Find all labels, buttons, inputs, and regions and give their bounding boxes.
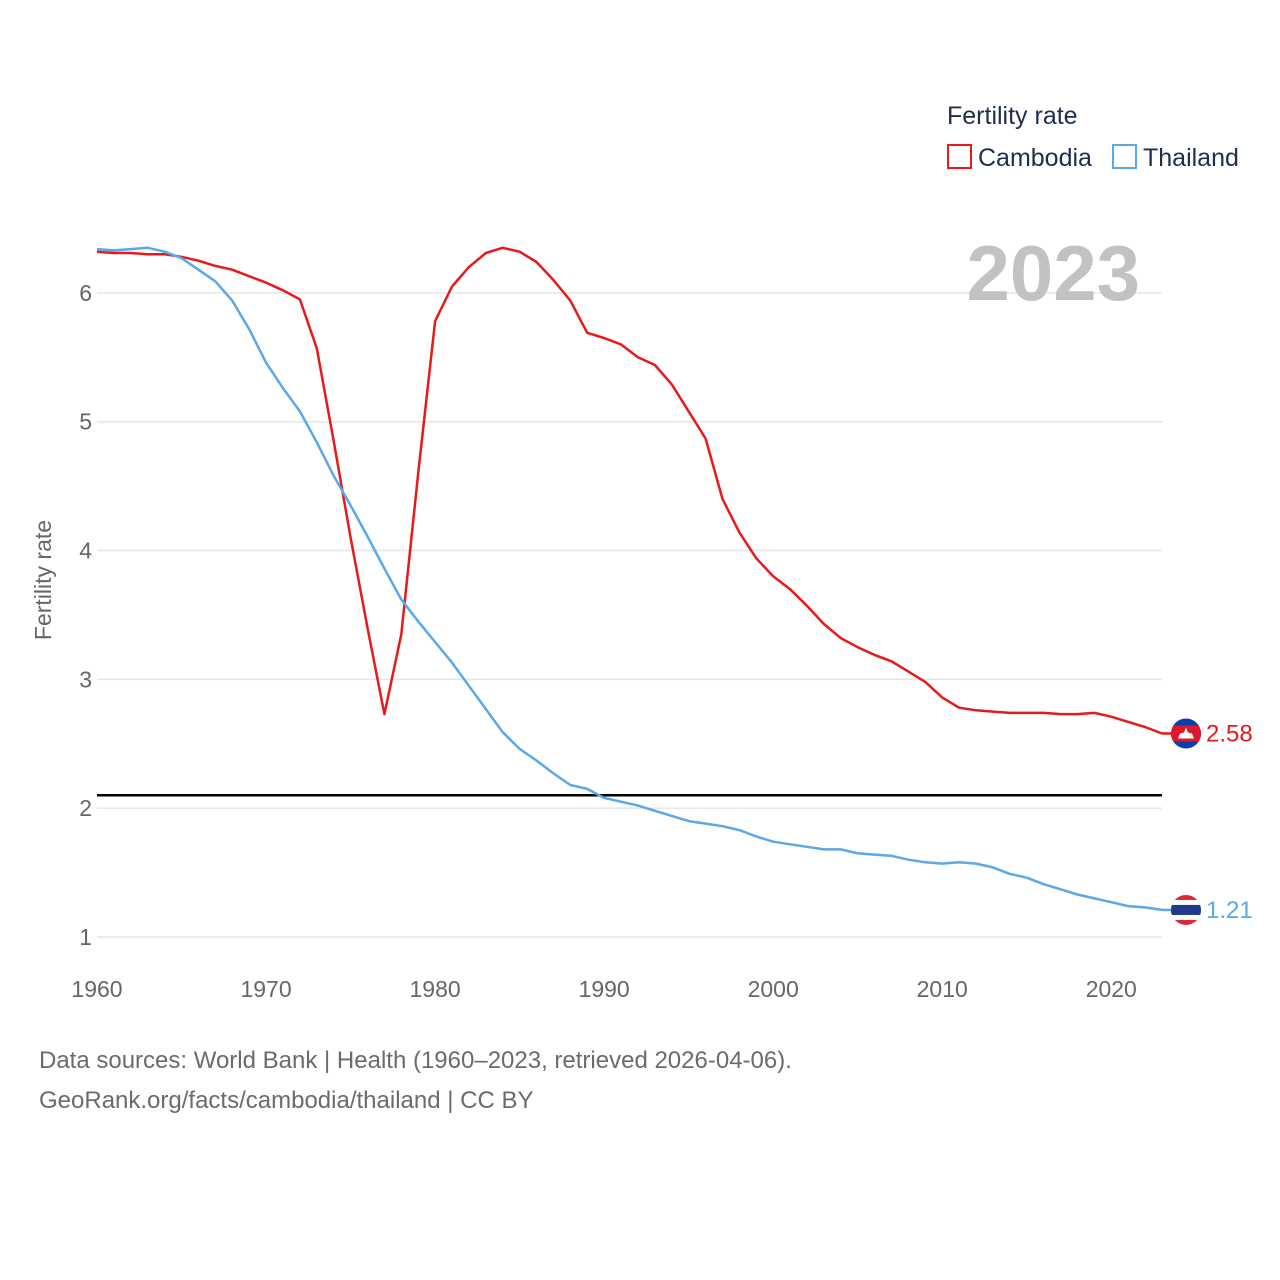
legend-label-thailand: Thailand xyxy=(1143,144,1239,172)
y-tick-label-4: 4 xyxy=(79,538,92,564)
x-tick-label-1970: 1970 xyxy=(240,976,291,1002)
cambodia-flag-icon xyxy=(1171,718,1201,749)
x-tick-label-2000: 2000 xyxy=(748,976,799,1002)
x-tick-label-2010: 2010 xyxy=(917,976,968,1002)
series-lines xyxy=(96,246,1163,912)
legend-swatch-cambodia xyxy=(947,144,972,169)
year-label: 2023 xyxy=(966,229,1140,317)
legend: Fertility rate Cambodia Thailand xyxy=(947,102,1239,172)
series-line-thailand xyxy=(96,246,1163,912)
data-source-note: Data sources: World Bank | Health (1960–… xyxy=(39,1047,792,1074)
y-tick-label-3: 3 xyxy=(79,666,92,692)
thailand-flag-icon xyxy=(1171,894,1201,925)
y-tick-label-5: 5 xyxy=(79,409,92,435)
y-axis-ticks: 1 2 3 4 5 6 xyxy=(79,280,92,950)
x-axis-ticks: 1960 1970 1980 1990 2000 2010 2020 xyxy=(71,976,1136,1002)
thailand-end-marker: 1.21 xyxy=(1162,894,1253,925)
source-url-credit[interactable]: GeoRank.org/facts/cambodia/thailand | CC… xyxy=(39,1087,533,1114)
x-tick-label-1990: 1990 xyxy=(579,976,630,1002)
legend-swatch-thailand xyxy=(1112,144,1137,169)
legend-title: Fertility rate xyxy=(947,102,1078,130)
grid-lines xyxy=(97,292,1162,938)
series-line-cambodia xyxy=(96,246,1163,735)
legend-item-cambodia[interactable]: Cambodia xyxy=(947,144,1092,172)
cambodia-end-value: 2.58 xyxy=(1206,720,1253,747)
cambodia-end-marker: 2.58 xyxy=(1162,718,1253,749)
y-axis-title: Fertility rate xyxy=(30,520,56,640)
legend-item-thailand[interactable]: Thailand xyxy=(1112,144,1239,172)
x-tick-label-1980: 1980 xyxy=(410,976,461,1002)
y-tick-label-1: 1 xyxy=(79,924,92,950)
x-tick-label-1960: 1960 xyxy=(71,976,122,1002)
x-tick-label-2020: 2020 xyxy=(1086,976,1137,1002)
legend-label-cambodia: Cambodia xyxy=(978,144,1092,172)
y-tick-label-6: 6 xyxy=(79,280,92,306)
thailand-end-value: 1.21 xyxy=(1206,897,1253,924)
y-tick-label-2: 2 xyxy=(79,795,92,821)
